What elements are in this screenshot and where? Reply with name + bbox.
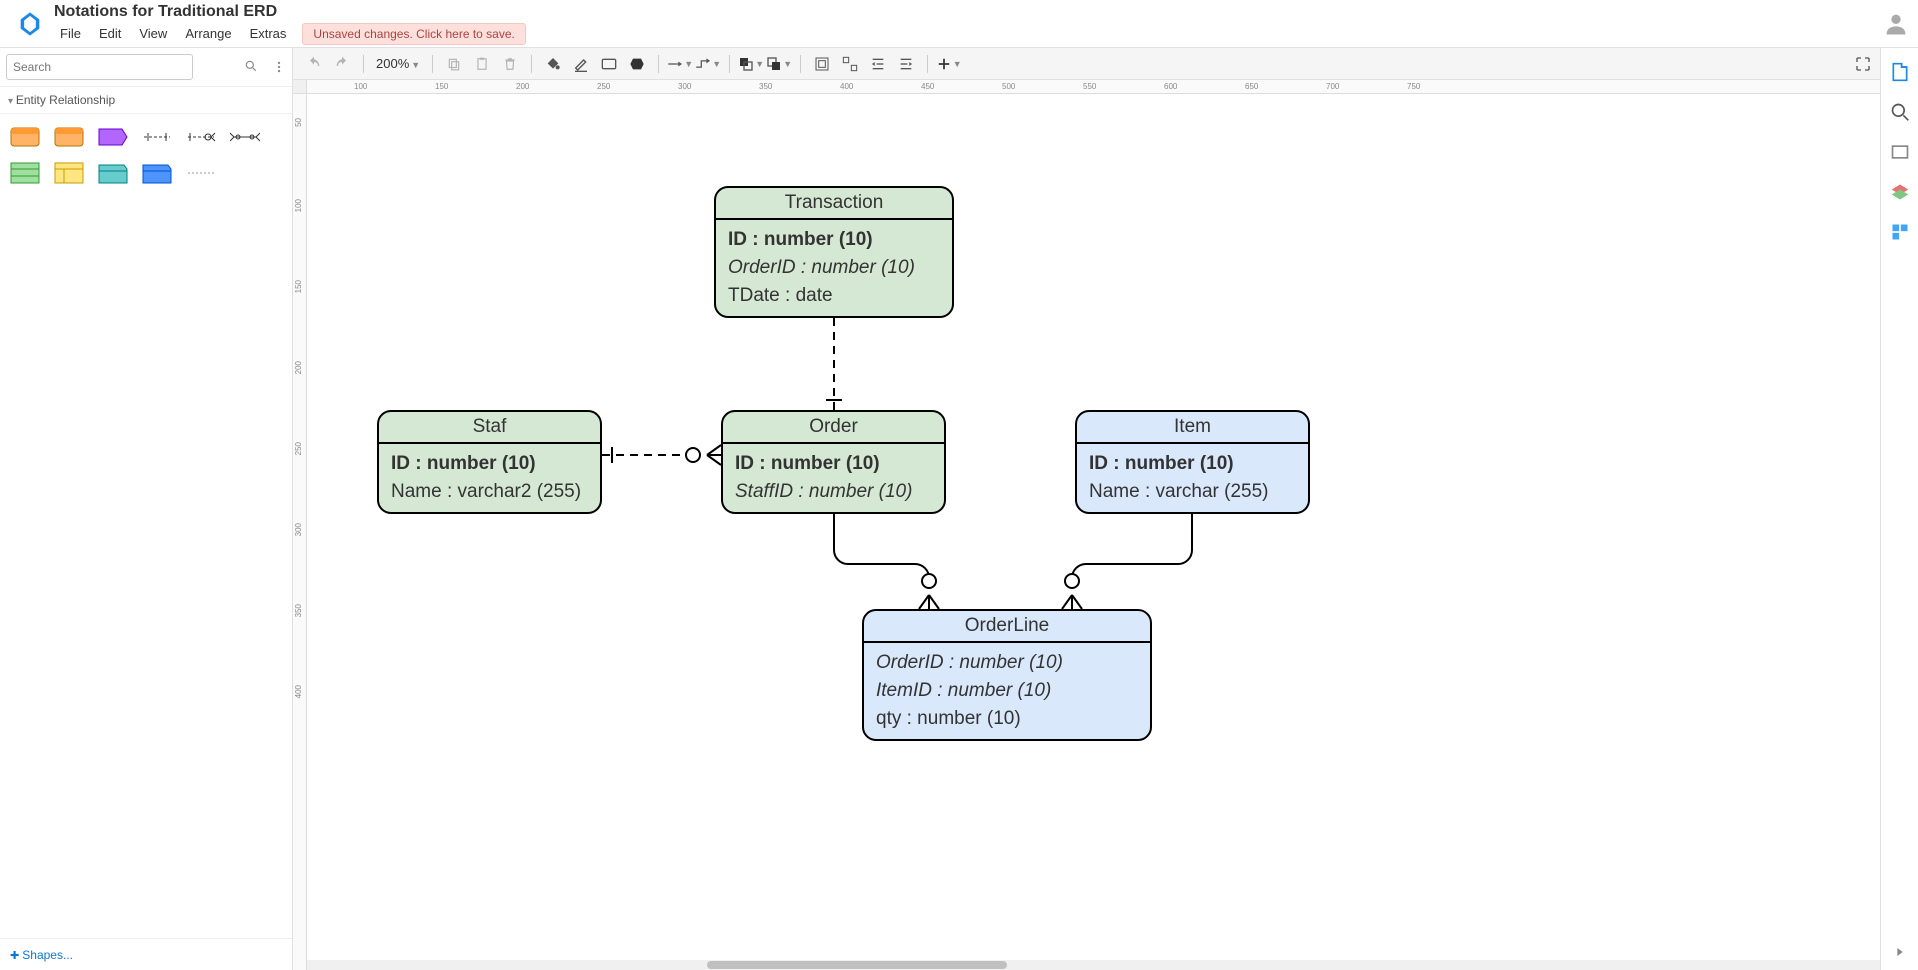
shape-category[interactable]: Entity Relationship: [0, 87, 292, 114]
distribute-button[interactable]: [837, 51, 863, 77]
tags-panel-icon[interactable]: [1890, 222, 1910, 242]
entity-transaction[interactable]: Transaction ID : number (10)OrderID : num…: [714, 186, 954, 318]
fill-color-button[interactable]: [540, 51, 566, 77]
layers-panel-icon[interactable]: [1890, 182, 1910, 202]
shape-conn-2[interactable]: [186, 126, 216, 148]
entity-row[interactable]: ID : number (10): [728, 226, 940, 254]
line-color-button[interactable]: [568, 51, 594, 77]
redo-button[interactable]: [329, 51, 355, 77]
zoom-level[interactable]: 200%▼: [372, 56, 424, 71]
canvas[interactable]: TransactionID : number (10)OrderID : num…: [307, 94, 1880, 970]
entity-row[interactable]: ID : number (10): [1089, 450, 1296, 478]
entity-item[interactable]: Item ID : number (10)Name : varchar (255): [1075, 410, 1310, 514]
menu-file[interactable]: File: [52, 24, 89, 43]
app-logo: [16, 10, 44, 38]
format-panel-icon[interactable]: [1890, 62, 1910, 82]
shadow-button[interactable]: [624, 51, 650, 77]
copy-button[interactable]: [441, 51, 467, 77]
shape-conn-1[interactable]: [142, 126, 172, 148]
scrollbar-horizontal[interactable]: [307, 960, 1880, 970]
shape-row-purple[interactable]: [98, 126, 128, 148]
collapse-rail-icon[interactable]: [1892, 944, 1908, 960]
entity-title[interactable]: Transaction: [716, 188, 952, 220]
user-icon[interactable]: [1882, 10, 1910, 38]
shape-table-green[interactable]: [10, 162, 40, 184]
fullscreen-button[interactable]: [1850, 51, 1876, 77]
ruler-corner: [293, 80, 307, 94]
ruler-vertical: 50100150200250300350400: [293, 94, 307, 970]
app-header: Notations for Traditional ERD File Edit …: [0, 0, 1918, 48]
entity-row[interactable]: ID : number (10): [735, 450, 932, 478]
entity-row[interactable]: qty : number (10): [876, 705, 1138, 733]
indent-left-button[interactable]: [865, 51, 891, 77]
entity-title[interactable]: OrderLine: [864, 611, 1150, 643]
shape-table-blue[interactable]: [142, 162, 172, 184]
main-area: 200%▼ ▼ ▼ ▼ ▼ ▼ 1001: [293, 48, 1880, 970]
entity-staf[interactable]: Staf ID : number (10)Name : varchar2 (255…: [377, 410, 602, 514]
entity-row[interactable]: ItemID : number (10): [876, 677, 1138, 705]
entity-row[interactable]: OrderID : number (10): [876, 649, 1138, 677]
menu-view[interactable]: View: [131, 24, 175, 43]
undo-button[interactable]: [301, 51, 327, 77]
indent-right-button[interactable]: [893, 51, 919, 77]
menu-arrange[interactable]: Arrange: [177, 24, 239, 43]
edge-layer: [307, 94, 1880, 970]
shape-row-yellow2[interactable]: [54, 126, 84, 148]
save-notice[interactable]: Unsaved changes. Click here to save.: [302, 23, 525, 45]
entity-title[interactable]: Staf: [379, 412, 600, 444]
canvas-wrap: 1001502002503003504004505005506006507007…: [293, 80, 1880, 970]
menubar: File Edit View Arrange Extras Unsaved ch…: [52, 23, 526, 45]
entity-row[interactable]: StaffID : number (10): [735, 478, 932, 506]
to-back-button[interactable]: ▼: [766, 51, 792, 77]
insert-button[interactable]: ▼: [936, 51, 962, 77]
shape-conn-3[interactable]: [230, 126, 260, 148]
left-sidebar: Entity Relationship Shapes...: [0, 48, 293, 970]
entity-row[interactable]: TDate : date: [728, 282, 940, 310]
entity-row[interactable]: ID : number (10): [391, 450, 588, 478]
delete-button[interactable]: [497, 51, 523, 77]
entity-order[interactable]: Order ID : number (10)StaffID : number (1…: [721, 410, 946, 514]
outline-panel-icon[interactable]: [1890, 142, 1910, 162]
entity-title[interactable]: Item: [1077, 412, 1308, 444]
search-panel-icon[interactable]: [1890, 102, 1910, 122]
shape-row-yellow[interactable]: [10, 126, 40, 148]
shape-table-yellow[interactable]: [54, 162, 84, 184]
document-title[interactable]: Notations for Traditional ERD: [52, 3, 526, 21]
shape-hr[interactable]: [186, 162, 216, 184]
entity-row[interactable]: Name : varchar2 (255): [391, 478, 588, 506]
shape-palette: [0, 114, 292, 196]
search-input[interactable]: [6, 54, 193, 80]
connection-button[interactable]: ▼: [667, 51, 693, 77]
to-front-button[interactable]: ▼: [738, 51, 764, 77]
menu-extras[interactable]: Extras: [242, 24, 295, 43]
toolbar: 200%▼ ▼ ▼ ▼ ▼ ▼: [293, 48, 1880, 80]
more-shapes-button[interactable]: Shapes...: [10, 948, 73, 962]
entity-row[interactable]: OrderID : number (10): [728, 254, 940, 282]
entity-title[interactable]: Order: [723, 412, 944, 444]
sidebar-menu-icon[interactable]: [272, 60, 286, 74]
waypoint-button[interactable]: ▼: [695, 51, 721, 77]
paste-button[interactable]: [469, 51, 495, 77]
menu-edit[interactable]: Edit: [91, 24, 129, 43]
search-icon: [244, 59, 258, 73]
right-rail: [1880, 48, 1918, 970]
align-button[interactable]: [809, 51, 835, 77]
entity-row[interactable]: Name : varchar (255): [1089, 478, 1296, 506]
shape-button[interactable]: [596, 51, 622, 77]
shape-table-teal[interactable]: [98, 162, 128, 184]
entity-orderline[interactable]: OrderLine OrderID : number (10)ItemID : n…: [862, 609, 1152, 741]
ruler-horizontal: 1001502002503003504004505005506006507007…: [307, 80, 1880, 94]
